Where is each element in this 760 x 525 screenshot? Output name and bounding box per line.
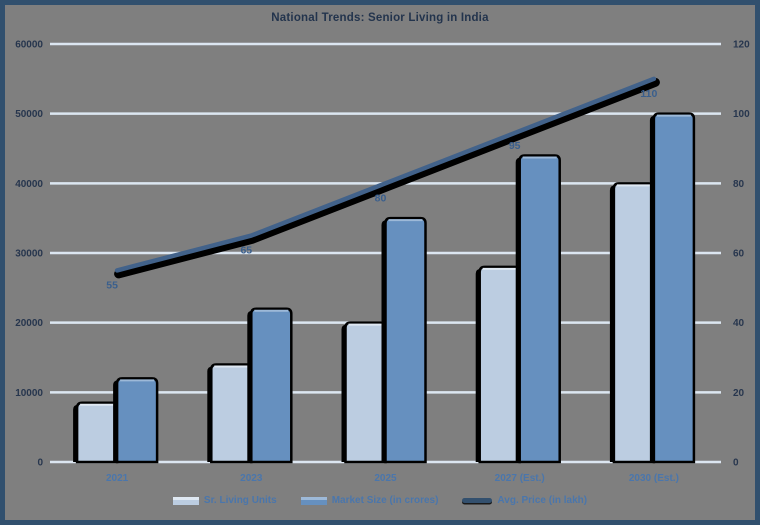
y-axis-label-left: 60000 xyxy=(15,40,43,51)
x-axis-label: 2025 xyxy=(374,473,397,484)
trend-line xyxy=(114,76,657,273)
line-data-label: 80 xyxy=(375,192,387,204)
x-axis-label: 2021 xyxy=(106,473,129,484)
y-axis-label-right: 120 xyxy=(733,40,750,51)
y-axis-label-left: 30000 xyxy=(15,249,43,260)
legend-item-avg-price-in-lakh: Avg. Price (in lakh) xyxy=(462,495,587,506)
x-axis-label: 2023 xyxy=(240,473,263,484)
bar-sr-living-units xyxy=(612,182,656,464)
legend-swatch-bar xyxy=(300,496,327,505)
y-axis-label-right: 40 xyxy=(733,318,745,329)
trend-line-shadow xyxy=(114,77,660,279)
y-axis-label-left: 20000 xyxy=(15,318,43,329)
y-axis-label-right: 20 xyxy=(733,388,745,399)
line-data-label: 65 xyxy=(240,245,252,257)
y-axis-label-left: 0 xyxy=(37,458,43,469)
combo-chart: 0 0 10000 20 20000 40 30000 60 40000 80 50000 100 60… xyxy=(15,40,750,485)
bar-market-size-in-crores xyxy=(384,216,427,464)
legend-item-market-size-in-crores: Market Size (in crores) xyxy=(300,495,439,506)
chart-legend: Sr. Living Units Market Size (in crores) A… xyxy=(5,495,755,506)
y-axis-label-left: 10000 xyxy=(15,388,43,399)
y-axis-label-right: 100 xyxy=(733,109,750,120)
bar-sr-living-units xyxy=(344,321,387,464)
legend-label: Sr. Living Units xyxy=(203,495,277,506)
bar-market-size-in-crores xyxy=(250,307,293,464)
legend-swatch-line xyxy=(462,498,493,503)
legend-label: Avg. Price (in lakh) xyxy=(497,495,588,506)
bar-sr-living-units xyxy=(210,363,253,464)
legend-item-sr-living-units: Sr. Living Units xyxy=(172,495,277,506)
bar-market-size-in-crores xyxy=(115,377,159,464)
legend-swatch-bar xyxy=(172,496,199,505)
line-data-label: 110 xyxy=(640,88,657,100)
line-data-label: 55 xyxy=(106,279,118,291)
x-axis-label: 2030 (Est.) xyxy=(629,473,679,484)
y-axis-label-right: 0 xyxy=(733,458,739,469)
legend-label: Market Size (in crores) xyxy=(331,495,439,506)
x-axis-label: 2027 (Est.) xyxy=(495,473,545,484)
bar-market-size-in-crores xyxy=(518,154,561,464)
line-data-label: 95 xyxy=(509,140,521,152)
y-axis-label-right: 60 xyxy=(733,249,745,260)
y-axis-label-left: 50000 xyxy=(15,109,43,120)
bar-sr-living-units xyxy=(478,265,521,464)
bar-sr-living-units xyxy=(75,401,119,464)
y-axis-label-right: 80 xyxy=(733,179,745,190)
bar-market-size-in-crores xyxy=(652,112,696,464)
y-axis-label-left: 40000 xyxy=(15,179,43,190)
chart-title: National Trends: Senior Living in India xyxy=(271,12,489,24)
